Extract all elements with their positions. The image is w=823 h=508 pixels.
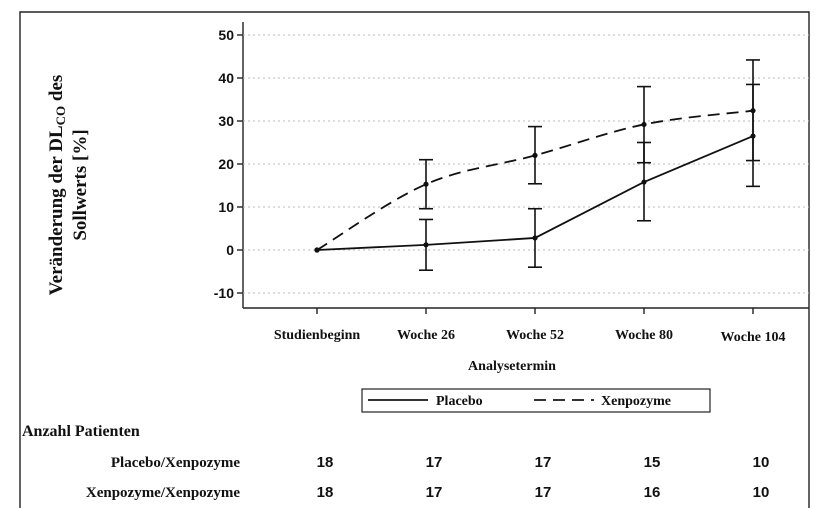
patients-count-cell: 18 [317, 454, 334, 471]
legend-label-placebo: Placebo [436, 394, 483, 409]
svg-text:Veränderung der DLCO des: Veränderung der DLCO des [46, 75, 68, 296]
patients-table-values: 18 17 17 15 10 18 17 17 16 10 [317, 454, 770, 501]
patients-count-cell: 18 [317, 484, 334, 501]
y-tick-label: 20 [218, 156, 234, 172]
y-tick-label: 40 [218, 70, 234, 86]
y-axis-ticks: -10 0 10 20 30 40 50 [214, 27, 243, 301]
patients-count-cell: 17 [535, 454, 552, 471]
data-point [532, 152, 538, 158]
legend-box [361, 388, 711, 413]
series-group [314, 59, 760, 272]
x-axis-ticks: Studienbeginn Woche 26 Woche 52 Woche 80 Woc… [274, 308, 786, 345]
y-tick-label: -10 [214, 285, 234, 301]
x-tick-label: Studienbeginn [274, 328, 361, 343]
y-tick-label: 10 [218, 199, 234, 215]
y-axis-title: Veränderung der DLCO des Sollwerts [%] [46, 75, 91, 296]
patients-row-label-xenpozyme: Xenpozyme/Xenpozyme [86, 485, 240, 501]
patients-count-cell: 17 [426, 454, 443, 471]
data-point [641, 121, 647, 128]
data-point [423, 181, 429, 187]
y-tick-label: 50 [218, 27, 234, 43]
patients-count-cell: 10 [753, 484, 770, 501]
data-point [750, 108, 756, 114]
patients-count-cell: 17 [426, 484, 443, 501]
patients-table-heading: Anzahl Patienten [22, 423, 140, 440]
svg-text:Sollwerts [%]: Sollwerts [%] [70, 129, 91, 240]
legend: Placebo Xenpozyme [361, 388, 711, 413]
series-placebo [314, 83, 760, 272]
series-xenpozyme [314, 59, 760, 253]
y-tick-label: 30 [218, 113, 234, 129]
patients-count-cell: 17 [535, 484, 552, 501]
patients-table: Anzahl Patienten Placebo/Xenpozyme Xenpo… [22, 423, 769, 501]
patients-row-label-placebo: Placebo/Xenpozyme [111, 455, 240, 471]
legend-label-xenpozyme: Xenpozyme [601, 394, 671, 409]
patients-count-cell: 10 [753, 454, 770, 471]
data-point [532, 235, 538, 241]
series-line-xenpozyme [316, 109, 754, 251]
patients-count-cell: 16 [644, 484, 661, 501]
data-point [314, 247, 320, 253]
x-tick-label: Woche 52 [506, 328, 564, 343]
x-tick-label: Woche 80 [615, 328, 673, 343]
x-axis-title: Analysetermin [468, 359, 556, 374]
data-point [641, 179, 647, 185]
data-point [423, 242, 429, 248]
grid-lines [243, 34, 809, 294]
y-tick-label: 0 [226, 242, 234, 258]
patients-count-cell: 15 [644, 454, 661, 471]
x-tick-label: Woche 26 [397, 328, 455, 343]
figure-border [19, 11, 810, 508]
x-tick-label: Woche 104 [721, 330, 786, 345]
